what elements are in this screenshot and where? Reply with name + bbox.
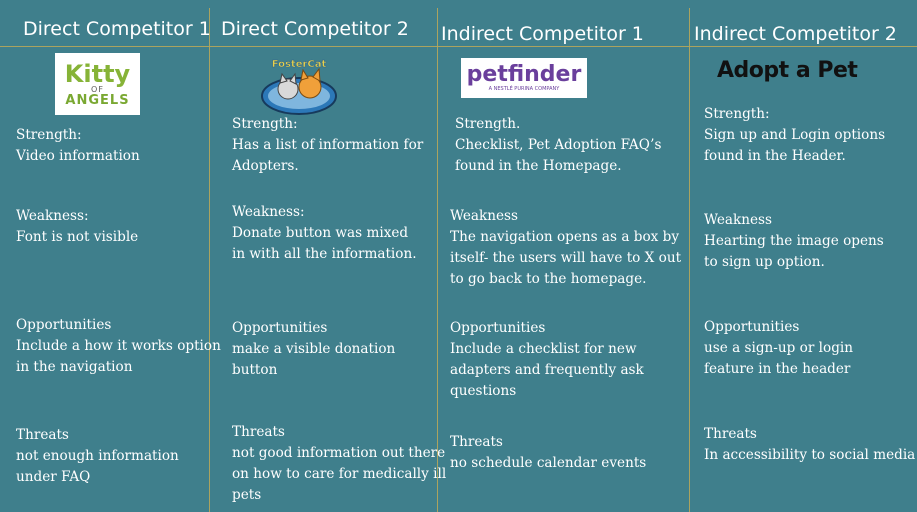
column-divider [437,8,438,512]
section-label: Threats [232,424,285,440]
weakness-section: Weakness: Donate button was mixed in wit… [232,202,417,265]
section-label: Opportunities [232,320,328,336]
section-label: Strength: [704,106,770,122]
section-text: Include a checklist for new adapters and… [450,341,644,399]
section-text: Checklist, Pet Adoption FAQ’s found in t… [455,137,662,174]
section-text: Font is not visible [16,229,139,245]
logo-text: ANGELS [65,92,130,108]
section-text: not good information out there on how to… [232,445,447,503]
section-text: The navigation opens as a box by itself-… [450,229,682,287]
section-text: make a visible donation button [232,341,396,378]
column-divider [689,8,690,512]
kitty-of-angels-logo: Kitty OF ANGELS [55,53,140,115]
section-label: Opportunities [16,317,112,333]
section-label: Strength: [16,127,82,143]
weakness-section: Weakness: Font is not visible [16,206,138,248]
threats-section: Threats no schedule calendar events [450,432,646,474]
strength-section: Strength: Has a list of information for … [232,114,423,177]
section-label: Weakness [704,212,773,228]
section-text: not enough information under FAQ [16,448,179,485]
opportunities-section: Opportunities make a visible donation bu… [232,318,395,381]
threats-section: Threats not good information out there o… [232,422,446,506]
section-text: Donate button was mixed in with all the … [232,225,417,262]
strength-section: Strength. Checklist, Pet Adoption FAQ’s … [455,114,661,177]
section-text: Has a list of information for Adopters. [232,137,424,174]
section-text: Sign up and Login options found in the H… [704,127,886,164]
threats-section: Threats not enough information under FAQ [16,425,179,488]
column-header-direct-competitor-1: Direct Competitor 1 [23,18,211,40]
section-label: Weakness: [232,204,305,220]
section-label: Opportunities [450,320,546,336]
section-label: Weakness: [16,208,89,224]
section-text: no schedule calendar events [450,455,647,471]
adopt-a-pet-logo: Adopt a Pet [717,58,858,83]
header-divider [0,46,917,47]
logo-subtext: A NESTLÉ PURINA COMPANY [488,85,560,92]
column-header-indirect-competitor-1: Indirect Competitor 1 [441,23,644,45]
threats-section: Threats In accessibility to social media [704,424,915,466]
section-label: Threats [704,426,757,442]
column-divider [209,8,210,512]
column-header-direct-competitor-2: Direct Competitor 2 [221,18,409,40]
weakness-section: Weakness Hearting the image opens to sig… [704,210,884,273]
strength-section: Strength: Video information [16,125,140,167]
section-label: Threats [450,434,503,450]
section-text: Include a how it works option in the nav… [16,338,221,375]
opportunities-section: Opportunities Include a checklist for ne… [450,318,644,402]
petfinder-logo: petfinder A NESTLÉ PURINA COMPANY [461,58,587,98]
logo-text: Kitty [64,59,131,88]
column-header-indirect-competitor-2: Indirect Competitor 2 [694,23,897,45]
opportunities-section: Opportunities use a sign-up or login fea… [704,317,853,380]
section-label: Strength: [232,116,298,132]
section-label: Weakness [450,208,519,224]
section-label: Opportunities [704,319,800,335]
section-label: Threats [16,427,69,443]
section-text: use a sign-up or login feature in the he… [704,340,854,377]
fostercat-logo: FosterCat [261,59,337,115]
opportunities-section: Opportunities Include a how it works opt… [16,315,221,378]
section-text: Video information [16,148,140,164]
logo-text: petfinder [466,61,582,87]
strength-section: Strength: Sign up and Login options foun… [704,104,885,167]
logo-text: OF [91,84,104,94]
weakness-section: Weakness The navigation opens as a box b… [450,206,681,290]
section-label: Strength. [455,116,521,132]
logo-text: FosterCat [272,59,327,70]
section-text: Hearting the image opens to sign up opti… [704,233,884,270]
section-text: In accessibility to social media [704,447,916,463]
